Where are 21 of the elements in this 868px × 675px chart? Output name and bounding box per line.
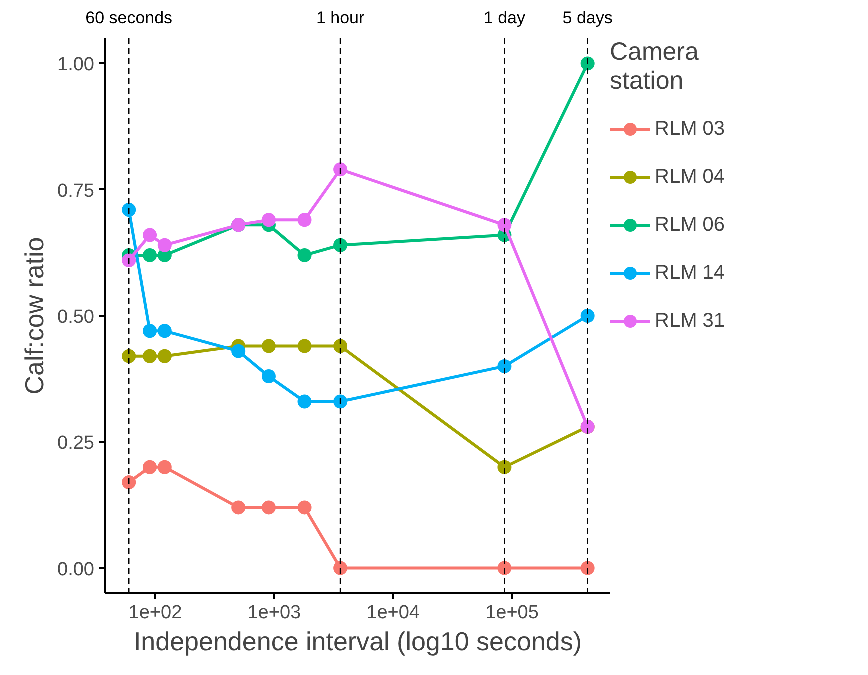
y-tick-label: 0.50 [58, 307, 95, 328]
ref-line-label: 1 hour [316, 8, 365, 28]
legend-label: RLM 04 [655, 166, 726, 188]
legend-label: RLM 06 [655, 214, 726, 236]
y-tick-label: 1.00 [58, 54, 95, 76]
x-tick-label: 1e+04 [366, 602, 420, 624]
x-tick-label: 1e+03 [248, 602, 302, 624]
y-tick-label: 0.25 [58, 433, 95, 454]
y-tick-label: 0.75 [58, 180, 95, 202]
legend-label: RLM 14 [655, 262, 726, 284]
legend-label: RLM 31 [655, 310, 726, 332]
y-axis-title: Calf:cow ratio [20, 237, 50, 395]
x-tick-label: 1e+05 [486, 602, 539, 624]
x-axis-title: Independence interval (log10 seconds) [134, 626, 582, 656]
legend-label: RLM 03 [655, 118, 726, 140]
legend-title: Camera station [610, 38, 700, 96]
y-tick-label: 0.00 [58, 559, 95, 580]
ref-line-label: 5 days [562, 8, 613, 28]
ref-line-label: 1 day [484, 8, 526, 28]
ref-line-label: 60 seconds [86, 8, 173, 28]
x-tick-label: 1e+02 [128, 602, 182, 624]
